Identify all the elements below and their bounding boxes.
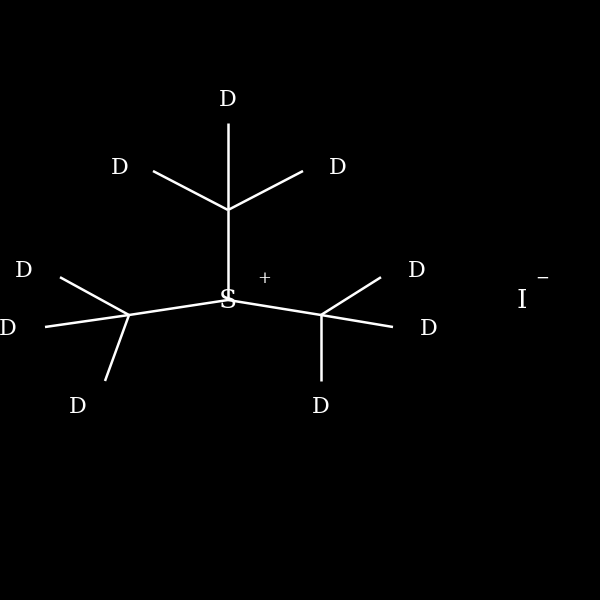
Text: D: D bbox=[111, 157, 129, 179]
Text: D: D bbox=[15, 260, 33, 282]
Text: −: − bbox=[535, 270, 549, 287]
Text: D: D bbox=[69, 396, 87, 418]
Text: D: D bbox=[329, 157, 347, 179]
Text: +: + bbox=[257, 270, 271, 287]
Text: D: D bbox=[312, 396, 330, 418]
Text: I: I bbox=[517, 287, 527, 313]
Text: D: D bbox=[0, 318, 17, 340]
Text: S: S bbox=[219, 287, 237, 313]
Text: D: D bbox=[408, 260, 426, 282]
Text: D: D bbox=[219, 89, 237, 111]
Text: D: D bbox=[420, 318, 438, 340]
